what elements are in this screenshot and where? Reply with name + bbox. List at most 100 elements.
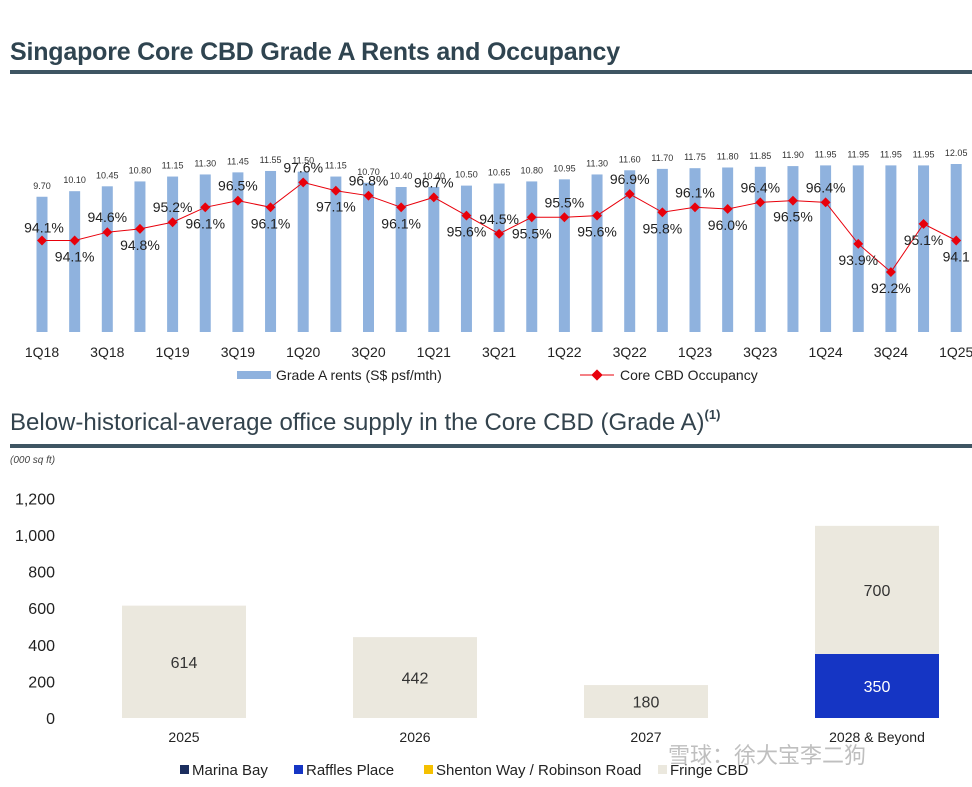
chart-legend: Grade A rents (S$ psf/mth) Core CBD Occu…	[237, 367, 758, 383]
rents-occupancy-title: Singapore Core CBD Grade A Rents and Occ…	[10, 38, 620, 66]
supply-value-label: 350	[864, 679, 891, 696]
occupancy-marker	[396, 202, 407, 213]
occupancy-value-label: 95.1%	[904, 232, 944, 248]
occupancy-marker	[624, 189, 635, 199]
occupancy-value-label: 94.6%	[87, 209, 127, 225]
x-tick-label: 3Q24	[874, 344, 908, 360]
occupancy-value-label: 96.8%	[349, 173, 389, 189]
legend-swatch	[294, 765, 303, 774]
rent-value-label: 10.95	[553, 163, 576, 173]
x-category-label: 2026	[399, 729, 430, 745]
occupancy-value-label: 93.9%	[838, 252, 878, 268]
occupancy-value-label: 97.1%	[316, 199, 356, 215]
rent-value-label: 11.95	[815, 149, 837, 159]
y-tick-label: 1,000	[15, 528, 55, 545]
rent-bar	[885, 165, 897, 332]
rent-value-label: 11.45	[227, 156, 249, 166]
rent-bar	[918, 165, 930, 332]
x-tick-label: 3Q21	[482, 344, 516, 360]
rent-value-label: 9.70	[33, 181, 51, 191]
rent-bar	[134, 181, 146, 332]
watermark: 雪球：徐大宝李二狗	[668, 744, 867, 769]
rent-value-label: 11.60	[619, 154, 641, 164]
legend-swatch	[658, 765, 667, 774]
rent-bar	[36, 196, 48, 332]
rent-value-label: 10.40	[423, 171, 446, 181]
rents-occupancy-chart: 9.70 10.10 10.45 10.80 11.15 11.30 11.45 11.55 1…	[24, 148, 972, 383]
occupancy-value-label: 96.1%	[185, 215, 225, 231]
occupancy-marker	[428, 192, 439, 203]
occupancy-marker	[461, 210, 472, 221]
rent-bar	[460, 185, 472, 332]
occupancy-marker	[102, 227, 113, 238]
supply-bar-segment	[353, 637, 477, 718]
rent-bar	[232, 172, 244, 332]
rent-bar	[493, 183, 505, 332]
rent-value-label: 11.90	[782, 150, 804, 160]
rent-bar	[395, 187, 407, 332]
y-tick-label: 200	[28, 674, 55, 691]
y-tick-label: 800	[28, 565, 55, 582]
occupancy-value-label: 96.5%	[773, 209, 813, 225]
occupancy-value-label: 96.9%	[610, 171, 650, 187]
rent-bar	[656, 168, 668, 332]
rent-value-label: 11.80	[717, 151, 739, 161]
x-tick-label: 3Q20	[351, 344, 385, 360]
x-tick-label: 1Q18	[25, 344, 59, 360]
rent-bar	[689, 168, 701, 332]
occupancy-value-label: 96.1%	[675, 184, 715, 200]
rent-bar	[265, 170, 277, 332]
legend-label: Marina Bay	[192, 762, 268, 779]
x-tick-label: 1Q19	[155, 344, 189, 360]
occupancy-value-label: 95.8%	[642, 220, 682, 236]
rent-bar	[526, 181, 538, 332]
occupancy-marker	[232, 195, 243, 206]
legend-swatch	[424, 765, 433, 774]
rent-bar	[297, 171, 309, 332]
occupancy-marker	[853, 238, 864, 249]
occupancy-marker	[559, 212, 570, 223]
supply-value-label: 442	[402, 671, 429, 688]
rent-value-label: 11.70	[651, 153, 673, 163]
y-tick-label: 400	[28, 638, 55, 655]
occupancy-value-label: 95.5%	[512, 225, 552, 241]
rent-value-label: 11.85	[749, 151, 771, 161]
rent-bar	[167, 176, 179, 332]
occupancy-marker	[657, 207, 668, 218]
legend-swatch	[180, 765, 189, 774]
rent-labels-group: 9.70 10.10 10.45 10.80 11.15 11.30 11.45 11.55 1…	[33, 148, 967, 191]
occupancy-marker	[788, 195, 798, 206]
rent-value-label: 10.45	[96, 170, 119, 180]
rent-bar	[591, 174, 603, 332]
rent-value-label: 11.55	[260, 155, 282, 165]
occupancy-marker	[69, 235, 80, 246]
x-tick-label: 3Q19	[221, 344, 255, 360]
occupancy-value-label: 96.4%	[740, 179, 780, 195]
rent-value-label: 11.75	[684, 152, 706, 162]
occupancy-value-label: 96.0%	[708, 217, 748, 233]
supply-value-label: 180	[633, 695, 660, 712]
header-rule-top	[10, 70, 972, 74]
legend-label: Raffles Place	[306, 762, 394, 779]
occupancy-value-label: 95.5%	[545, 194, 585, 210]
rent-value-label: 10.50	[455, 170, 478, 180]
occupancy-value-label: 94.8%	[120, 237, 160, 253]
rent-value-label: 10.65	[488, 168, 511, 178]
header-rule-bottom	[10, 444, 972, 448]
rent-bar	[820, 165, 832, 332]
rent-value-label: 11.50	[292, 156, 314, 166]
rent-bar	[69, 191, 81, 332]
occupancy-labels-group: 94.1%94.1%94.6%94.8%95.2%96.1%96.5%96.1%…	[24, 159, 970, 296]
rent-bar	[754, 166, 766, 332]
x-axis-categories: 2025 2026 2027 2028 & Beyond	[168, 729, 924, 745]
rent-value-label: 11.30	[586, 158, 608, 168]
occupancy-marker	[885, 267, 896, 277]
supply-bar-segment	[815, 525, 939, 654]
legend-marker-occupancy	[591, 369, 603, 381]
occupancy-value-label: 94.5%	[479, 211, 519, 227]
y-tick-label: 1,200	[15, 491, 55, 508]
rent-bar	[363, 182, 374, 332]
x-category-label: 2025	[168, 729, 199, 745]
occupancy-value-label: 96.4%	[806, 179, 846, 195]
